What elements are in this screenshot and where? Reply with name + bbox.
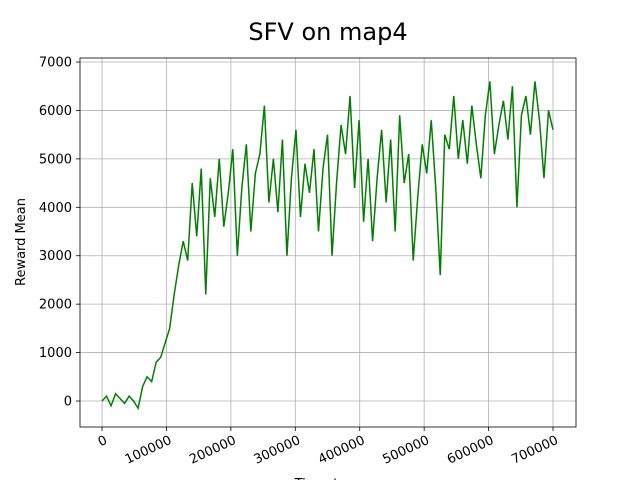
x-tick-label: 600000 [445,433,496,468]
y-tick-label: 1000 [39,346,72,361]
x-tick-label: 700000 [509,433,560,468]
y-axis-label: Reward Mean [14,198,29,286]
y-tick-label: 3000 [39,249,72,264]
x-tick-label: 300000 [252,433,303,468]
y-tick-label: 7000 [39,56,72,71]
y-tick-label: 0 [64,394,72,409]
chart-title: SFV on map4 [248,18,407,46]
x-tick-label: 400000 [316,433,367,468]
x-tick-label: 200000 [187,433,238,468]
data-line [101,81,554,411]
x-tick-label: 0 [96,433,110,450]
x-tick-label: 100000 [123,433,174,468]
plot-frame [79,57,577,428]
y-tick-label: 5000 [39,152,72,167]
x-axis-label: Timesteps [294,477,362,480]
x-tick-label: 500000 [381,433,432,468]
y-tick-label: 6000 [39,104,72,119]
y-tick-label: 4000 [39,201,72,216]
y-tick-label: 2000 [39,298,72,313]
